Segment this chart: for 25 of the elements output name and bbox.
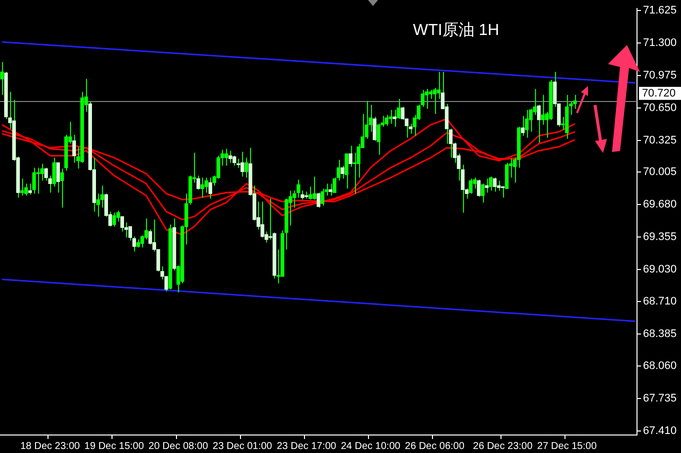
y-tick-label: 71.625 <box>643 4 677 17</box>
y-tick-label: 70.650 <box>643 102 677 114</box>
y-tick-label: 68.060 <box>643 360 677 372</box>
y-tick-label: 70.975 <box>643 69 677 82</box>
y-tick-label: 68.710 <box>643 295 677 308</box>
y-tick-label: 70.005 <box>643 166 677 178</box>
y-tick-label: 69.030 <box>643 263 677 276</box>
y-tick-label: 67.410 <box>643 425 677 438</box>
y-tick-label: 68.385 <box>643 328 677 340</box>
x-tick-label: 23 Dec 17:00 <box>276 440 337 452</box>
x-tick-label: 24 Dec 10:00 <box>340 440 401 452</box>
x-tick-label: 26 Dec 23:00 <box>473 440 533 452</box>
y-tick-label: 69.680 <box>643 198 677 211</box>
y-tick-label: 69.355 <box>643 231 677 244</box>
y-tick-label: 70.325 <box>643 134 677 146</box>
x-tick-label: 18 Dec 23:00 <box>20 440 80 452</box>
y-tick-label: 67.735 <box>643 392 677 405</box>
x-tick-label: 26 Dec 06:00 <box>404 440 465 452</box>
x-tick-label: 23 Dec 01:00 <box>212 440 273 452</box>
x-tick-label: 20 Dec 08:00 <box>148 440 208 452</box>
x-tick-label: 27 Dec 15:00 <box>537 440 598 452</box>
ref-line-label: 70.720 <box>642 87 676 100</box>
text: WTI原油 1H <box>413 22 500 40</box>
x-tick-label: 19 Dec 15:00 <box>84 440 144 452</box>
y-tick-label: 71.300 <box>643 37 677 50</box>
